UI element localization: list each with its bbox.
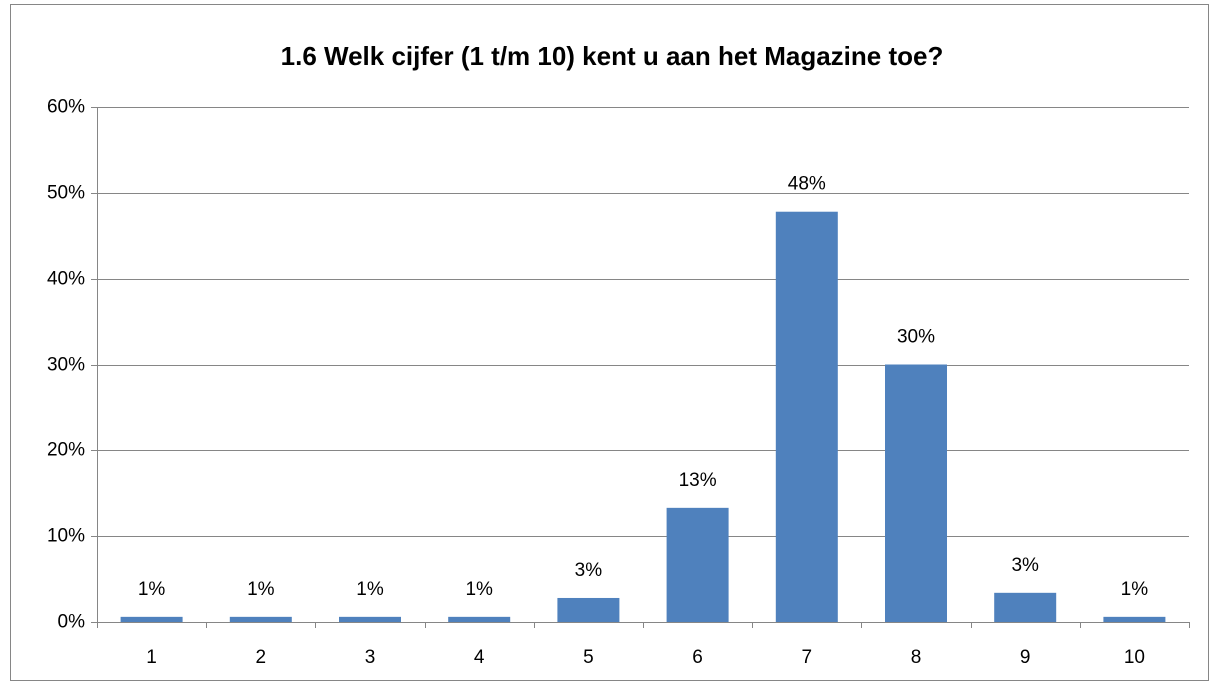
x-tick-label: 2: [256, 647, 267, 668]
chart-border: [10, 4, 1209, 681]
x-tick-label: 7: [802, 647, 813, 668]
x-tick-label: 6: [692, 647, 703, 668]
y-tick-label: 20%: [47, 440, 85, 461]
data-label: 1%: [1121, 579, 1149, 600]
data-label: 3%: [575, 560, 603, 581]
x-tick-label: 10: [1124, 647, 1145, 668]
bar: [775, 211, 838, 622]
x-tick-label: 9: [1020, 647, 1031, 668]
bar: [557, 597, 620, 622]
data-label: 1%: [247, 579, 275, 600]
data-label: 30%: [897, 327, 935, 348]
y-tick-label: 30%: [47, 355, 85, 376]
bar: [120, 616, 183, 622]
x-tick-label: 4: [474, 647, 485, 668]
data-label: 48%: [788, 174, 826, 195]
data-label: 13%: [679, 470, 717, 491]
bar: [448, 616, 511, 622]
data-label: 3%: [1011, 555, 1039, 576]
y-tick-label: 60%: [47, 97, 85, 118]
data-label: 1%: [138, 579, 166, 600]
x-tick-label: 8: [911, 647, 922, 668]
bar: [666, 507, 729, 622]
chart-title: 1.6 Welk cijfer (1 t/m 10) kent u aan he…: [281, 41, 944, 71]
y-tick-label: 0%: [58, 612, 86, 633]
y-tick-label: 10%: [47, 526, 85, 547]
x-tick-label: 3: [365, 647, 376, 668]
y-tick-label: 50%: [47, 183, 85, 204]
bar: [1103, 616, 1166, 622]
bar: [885, 364, 947, 622]
bar: [339, 616, 401, 622]
y-tick-label: 40%: [47, 269, 85, 290]
bar: [229, 616, 292, 622]
data-label: 1%: [465, 579, 493, 600]
x-tick-label: 5: [583, 647, 594, 668]
data-label: 1%: [356, 579, 384, 600]
x-tick-label: 1: [146, 647, 157, 668]
bar: [994, 592, 1057, 622]
